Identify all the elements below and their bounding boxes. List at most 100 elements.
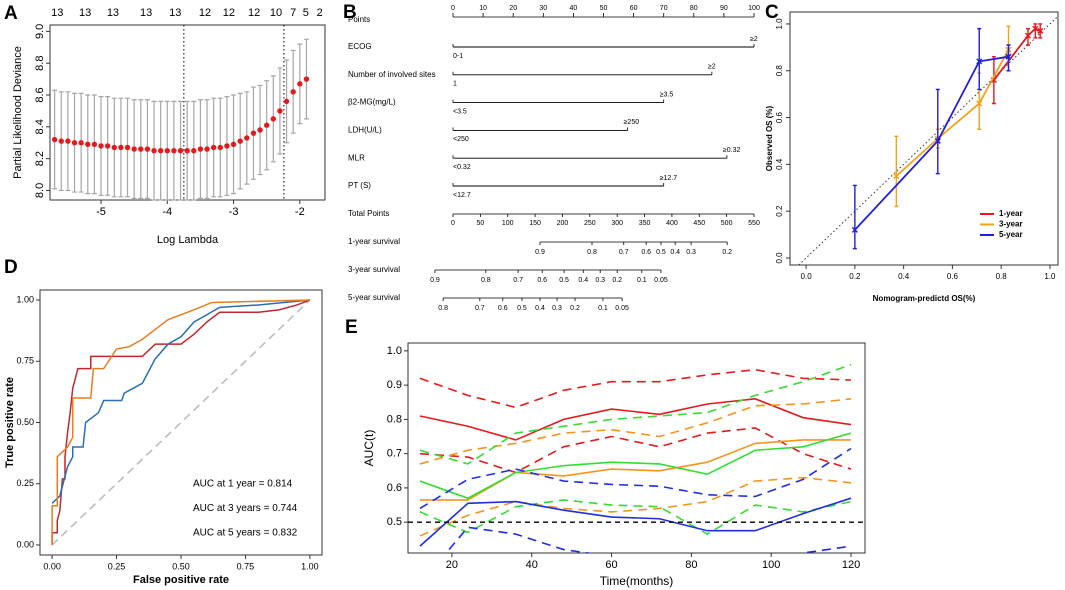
point: [263, 122, 270, 128]
top-axis-label: 12: [248, 7, 260, 19]
point: [184, 147, 190, 154]
level-label: <250: [453, 136, 469, 143]
plot-area: [408, 363, 865, 553]
y-tick-label: 0.5: [387, 516, 402, 528]
row-label: LDH(U/L): [348, 126, 382, 135]
point: [118, 144, 124, 151]
y-tick-label: 8.8: [34, 56, 46, 71]
y-axis-title: Partial Likelihood Deviance: [12, 46, 24, 179]
plot-frame: [407, 342, 866, 554]
y-tick-label: 0.6: [387, 482, 402, 494]
auc-line: [419, 398, 852, 441]
x-tick-label: 100: [762, 559, 780, 571]
tick-label: 0.7: [513, 277, 523, 284]
x-tick-label: 0.2: [849, 272, 861, 281]
y-tick-label: 0.6: [775, 111, 784, 123]
tick-label: 0.9: [430, 277, 440, 284]
point: [217, 144, 224, 151]
tick-label: 0.6: [537, 277, 547, 284]
tick-label: 0.05: [654, 277, 668, 284]
x-axis-title: Time(months): [600, 574, 674, 588]
tick-label: 90: [720, 5, 728, 12]
panel-letter: A: [4, 3, 18, 24]
point: [1037, 27, 1044, 34]
point: [157, 147, 164, 154]
x-axis-title: Nomogram-predictd OS(%): [873, 294, 976, 303]
level-label: <0.32: [453, 164, 471, 171]
error-bar: [1033, 23, 1038, 39]
y-tick-label: 0.25: [16, 478, 34, 488]
tick-label: 0.8: [587, 249, 597, 256]
tick-label: 400: [666, 220, 678, 227]
y-tick-label: 8.4: [34, 119, 46, 134]
point: [250, 130, 257, 136]
error-bar: [977, 27, 982, 91]
legend-label: 5-year: [999, 230, 1023, 239]
auc-annotation: AUC at 3 years = 0.744: [193, 503, 298, 514]
tick-label: 0.6: [641, 249, 651, 256]
panel-letter: D: [4, 257, 18, 278]
tick-label: 60: [630, 5, 638, 12]
level-label: ≥2: [708, 64, 716, 71]
point: [230, 141, 237, 148]
y-tick-label: 0.2: [775, 205, 784, 217]
row-label: Points: [348, 15, 370, 24]
y-tick-label: 0.9: [387, 379, 402, 391]
point: [104, 143, 111, 149]
x-tick-label: 80: [685, 559, 697, 571]
tick-label: 50: [600, 5, 608, 12]
tick-label: 0.2: [570, 305, 580, 312]
point: [976, 58, 983, 65]
tick-label: 200: [557, 220, 569, 227]
tick-label: 20: [509, 5, 517, 12]
point: [237, 138, 243, 144]
x-tick-label: -3: [229, 206, 239, 218]
panel-letter: C: [765, 2, 779, 23]
y-tick-label: 8.0: [34, 183, 46, 198]
tick-label: 0.6: [498, 305, 508, 312]
point: [111, 144, 117, 151]
panel-letter: E: [345, 317, 358, 338]
tick-label: 100: [502, 220, 514, 227]
x-tick-label: 1.00: [301, 561, 319, 571]
x-tick-label: 120: [842, 559, 860, 571]
tick-label: 80: [690, 5, 698, 12]
x-tick-label: 0.4: [898, 272, 910, 281]
tick-label: 0.2: [612, 277, 622, 284]
tick-label: 0.4: [535, 305, 545, 312]
panel-letter: B: [343, 2, 357, 23]
level-label: <12.7: [453, 192, 471, 199]
tick-label: 10: [479, 5, 487, 12]
tick-label: 0.5: [656, 249, 666, 256]
point: [851, 226, 858, 233]
top-axis-label: 12: [223, 7, 235, 19]
level-label: ≥2: [750, 36, 758, 43]
row-label: β2-MG(mg/L): [348, 98, 396, 107]
point: [277, 108, 283, 114]
y-tick-label: 8.2: [34, 151, 46, 166]
y-tick-label: 0.8: [775, 65, 784, 77]
point: [976, 100, 983, 107]
point: [270, 116, 277, 122]
level-label: ≥3.5: [660, 91, 674, 98]
tick-label: 0.2: [722, 249, 732, 256]
y-tick-label: 0.50: [16, 417, 34, 427]
x-tick-label: 20: [446, 559, 458, 571]
point: [204, 146, 210, 152]
auc-line: [419, 447, 852, 510]
tick-label: 300: [611, 220, 623, 227]
series-line: [895, 49, 1010, 177]
tick-label: 0.1: [598, 305, 608, 312]
point: [85, 141, 91, 148]
y-axis-title: AUC(t): [362, 430, 376, 467]
auc-line: [419, 476, 852, 537]
tick-label: 0.3: [686, 249, 696, 256]
tick-label: 0.8: [438, 305, 448, 312]
auc-line: [419, 368, 852, 409]
tick-label: 100: [748, 5, 760, 12]
row-label: Total Points: [348, 209, 389, 218]
point: [124, 144, 131, 151]
point: [91, 141, 98, 148]
